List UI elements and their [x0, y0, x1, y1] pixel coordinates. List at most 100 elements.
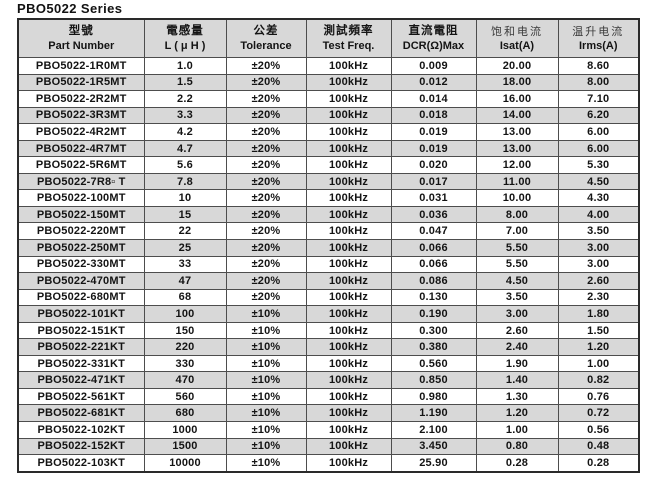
col-header-dcr-max: 直流電阻 DCR(Ω)Max [390, 18, 477, 58]
cell-tolerance: ±10% [225, 387, 307, 406]
cell-tolerance: ±10% [225, 321, 307, 340]
cell-dcr-max: 0.020 [390, 156, 477, 174]
col-header-en: L ( μ H ) [164, 40, 206, 52]
cell-inductance: 4.7 [143, 139, 227, 158]
cell-isat: 3.00 [475, 305, 559, 323]
cell-irms: 4.30 [557, 189, 640, 207]
cell-part-number: PBO5022-330MT [17, 255, 145, 274]
cell-irms: 0.76 [557, 387, 640, 406]
cell-inductance: 220 [143, 338, 227, 356]
cell-part-number: PBO5022-471KT [17, 371, 145, 389]
col-header-en: Tolerance [240, 40, 292, 52]
cell-inductance: 470 [143, 371, 227, 389]
cell-part-number: PBO5022-470MT [17, 272, 145, 290]
col-header-zh: 温升电流 [572, 25, 625, 38]
cell-test-freq: 100kHz [305, 73, 392, 92]
cell-isat: 12.00 [475, 156, 559, 174]
table-row: PBO5022-150MT 15 ±20% 100kHz 0.036 8.00 4.00 [17, 205, 640, 224]
cell-test-freq: 100kHz [305, 239, 392, 257]
cell-test-freq: 100kHz [305, 90, 392, 108]
cell-irms: 8.00 [557, 73, 640, 92]
cell-isat: 20.00 [475, 57, 559, 75]
cell-inductance: 4.2 [143, 123, 227, 141]
cell-inductance: 15 [143, 205, 227, 224]
cell-test-freq: 100kHz [305, 371, 392, 389]
cell-test-freq: 100kHz [305, 288, 392, 307]
cell-tolerance: ±10% [225, 421, 307, 439]
cell-isat: 13.00 [475, 123, 559, 141]
cell-test-freq: 100kHz [305, 57, 392, 75]
header-row: 型號 Part Number 電感量 L ( μ H ) 公差 Toleranc… [17, 18, 640, 58]
cell-tolerance: ±10% [225, 338, 307, 356]
table-row: PBO5022-152KT 1500 ±10% 100kHz 3.450 0.80 0.48 [17, 437, 640, 456]
cell-irms: 4.50 [557, 172, 640, 191]
cell-irms: 5.30 [557, 156, 640, 174]
cell-inductance: 47 [143, 272, 227, 290]
cell-test-freq: 100kHz [305, 123, 392, 141]
cell-part-number: PBO5022-250MT [17, 239, 145, 257]
cell-dcr-max: 0.066 [390, 255, 477, 274]
cell-irms: 6.00 [557, 139, 640, 158]
cell-inductance: 150 [143, 321, 227, 340]
col-header-en: Part Number [48, 40, 115, 52]
cell-test-freq: 100kHz [305, 189, 392, 207]
cell-isat: 1.90 [475, 354, 559, 373]
col-header-zh: 公差 [253, 25, 279, 37]
cell-part-number: PBO5022-150MT [17, 205, 145, 224]
cell-dcr-max: 0.019 [390, 139, 477, 158]
cell-isat: 0.28 [475, 454, 559, 473]
cell-isat: 16.00 [475, 90, 559, 108]
cell-test-freq: 100kHz [305, 437, 392, 456]
spec-table-body: PBO5022-1R0MT 1.0 ±20% 100kHz 0.009 20.00 8.60… [17, 57, 640, 473]
cell-irms: 6.00 [557, 123, 640, 141]
table-row: PBO5022-250MT 25 ±20% 100kHz 0.066 5.50 3.00 [17, 239, 640, 257]
inductor-spec-table: 型號 Part Number 電感量 L ( μ H ) 公差 Toleranc… [17, 18, 640, 473]
col-header-zh: 電感量 [166, 25, 204, 37]
table-row: PBO5022-101KT 100 ±10% 100kHz 0.190 3.00 1.80 [17, 305, 640, 323]
cell-dcr-max: 0.017 [390, 172, 477, 191]
cell-part-number: PBO5022-331KT [17, 354, 145, 373]
cell-dcr-max: 2.100 [390, 421, 477, 439]
cell-isat: 13.00 [475, 139, 559, 158]
cell-inductance: 22 [143, 222, 227, 241]
cell-isat: 0.80 [475, 437, 559, 456]
cell-irms: 1.80 [557, 305, 640, 323]
table-row: PBO5022-681KT 680 ±10% 100kHz 1.190 1.20 0.72 [17, 404, 640, 423]
col-header-en: Test Freq. [322, 40, 375, 52]
col-header-en: DCR(Ω)Max [402, 40, 465, 52]
cell-part-number: PBO5022-4R7MT [17, 139, 145, 158]
cell-test-freq: 100kHz [305, 139, 392, 158]
cell-test-freq: 100kHz [305, 321, 392, 340]
cell-isat: 5.50 [475, 239, 559, 257]
col-header-tolerance: 公差 Tolerance [225, 18, 307, 58]
cell-irms: 1.50 [557, 321, 640, 340]
col-header-test-freq: 測試頻率 Test Freq. [305, 18, 392, 58]
cell-test-freq: 100kHz [305, 421, 392, 439]
cell-irms: 7.10 [557, 90, 640, 108]
cell-dcr-max: 0.980 [390, 387, 477, 406]
cell-part-number: PBO5022-680MT [17, 288, 145, 307]
cell-part-number: PBO5022-220MT [17, 222, 145, 241]
cell-irms: 1.00 [557, 354, 640, 373]
cell-inductance: 25 [143, 239, 227, 257]
cell-dcr-max: 0.019 [390, 123, 477, 141]
cell-inductance: 1500 [143, 437, 227, 456]
cell-dcr-max: 0.012 [390, 73, 477, 92]
cell-irms: 3.00 [557, 255, 640, 274]
cell-irms: 4.00 [557, 205, 640, 224]
cell-isat: 7.00 [475, 222, 559, 241]
table-row: PBO5022-102KT 1000 ±10% 100kHz 2.100 1.00 0.56 [17, 421, 640, 439]
cell-tolerance: ±20% [225, 239, 307, 257]
cell-dcr-max: 0.300 [390, 321, 477, 340]
cell-tolerance: ±20% [225, 222, 307, 241]
cell-part-number: PBO5022-561KT [17, 387, 145, 406]
cell-dcr-max: 0.380 [390, 338, 477, 356]
table-row: PBO5022-3R3MT 3.3 ±20% 100kHz 0.018 14.00 6.20 [17, 106, 640, 125]
cell-test-freq: 100kHz [305, 222, 392, 241]
cell-irms: 0.28 [557, 454, 640, 473]
cell-tolerance: ±20% [225, 106, 307, 125]
cell-isat: 1.00 [475, 421, 559, 439]
cell-isat: 3.50 [475, 288, 559, 307]
cell-dcr-max: 0.130 [390, 288, 477, 307]
cell-part-number: PBO5022-5R6MT [17, 156, 145, 174]
